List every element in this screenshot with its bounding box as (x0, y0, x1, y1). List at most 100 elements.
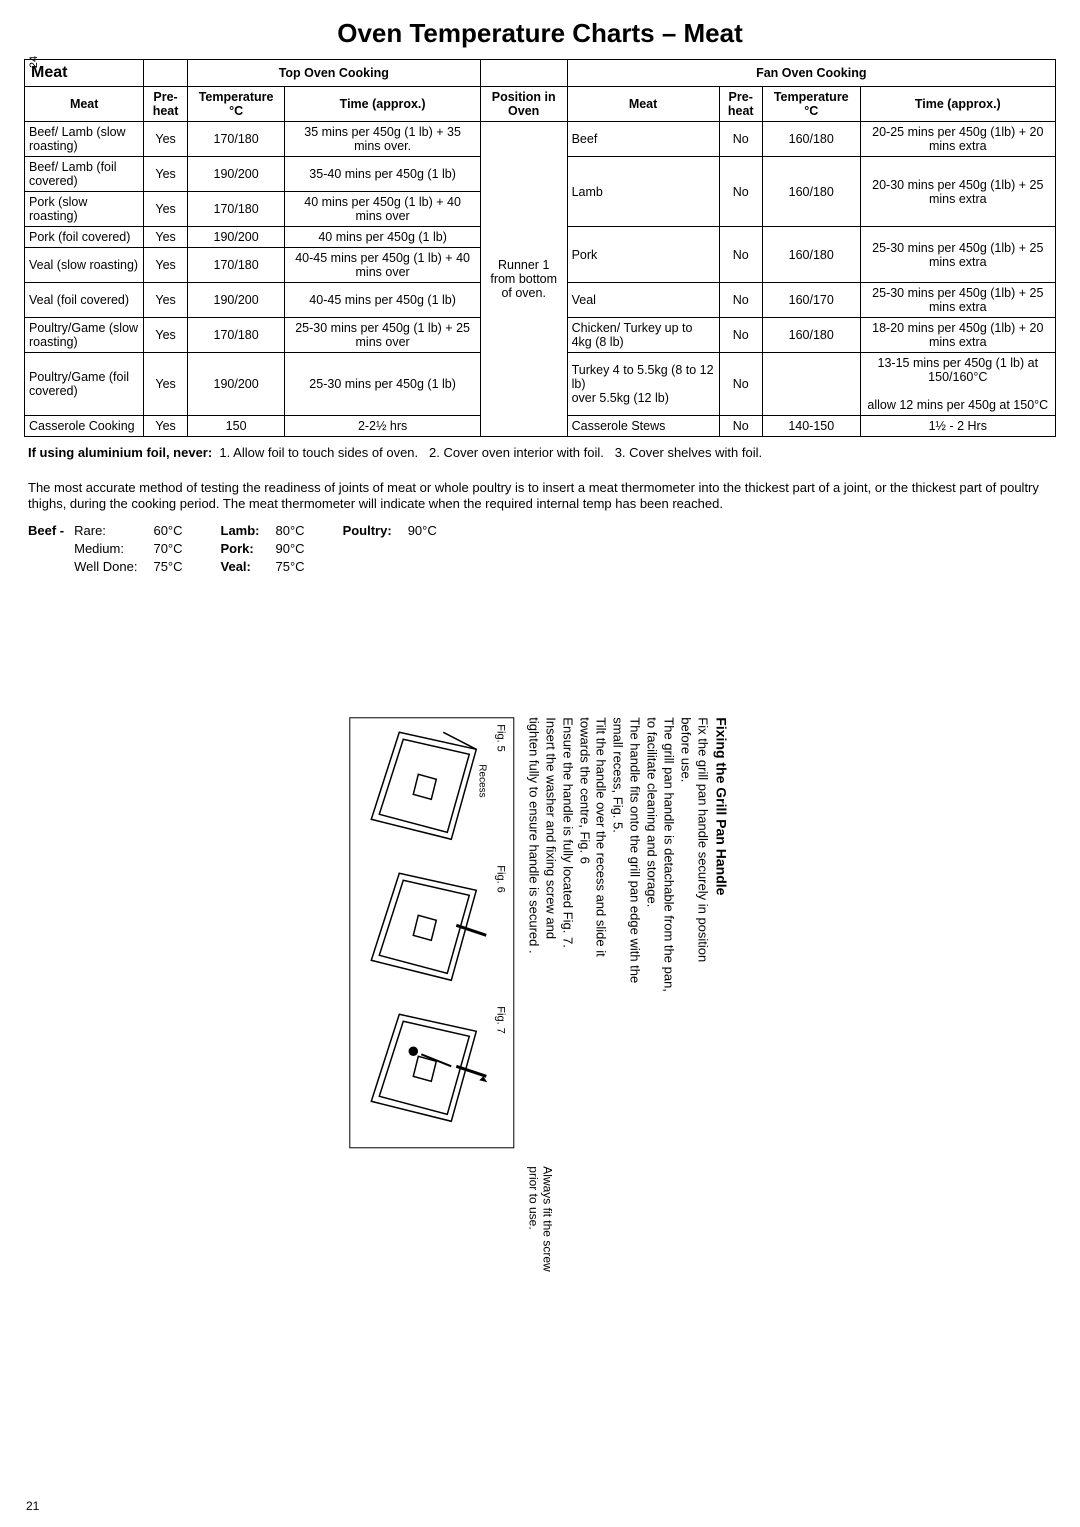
table-cell: 20-25 mins per 450g (1lb) + 20 mins extr… (860, 122, 1055, 157)
table-cell: 190/200 (187, 227, 285, 248)
fig7-label: Fig. 7 (493, 1006, 507, 1141)
thermometer-para: The most accurate method of testing the … (28, 480, 1052, 513)
table-cell: Beef/ Lamb (slow roasting) (25, 122, 144, 157)
table-cell: Yes (144, 353, 187, 416)
top-oven-head: Top Oven Cooking (187, 60, 480, 87)
veal-v: 75°C (270, 559, 305, 577)
table-cell: 170/180 (187, 192, 285, 227)
table-cell: 40-45 mins per 450g (1 lb) (285, 283, 480, 318)
grill-p1: Fix the grill pan handle securely in pos… (676, 717, 710, 997)
table-cell: 25-30 mins per 450g (1lb) + 25 mins extr… (860, 283, 1055, 318)
foil-prefix: If using aluminium foil, never: (28, 445, 212, 460)
table-cell: 40-45 mins per 450g (1 lb) + 40 mins ove… (285, 248, 480, 283)
always-note: Always fit the screw prior to use. (526, 1166, 554, 1297)
foil-2: 2. Cover oven interior with foil. (429, 445, 604, 460)
section-meat: Meat (25, 60, 144, 87)
table-cell: Veal (567, 283, 719, 318)
poultry-l: Poultry: (343, 523, 392, 577)
poultry-v: 90°C (402, 523, 437, 541)
table-cell: 190/200 (187, 353, 285, 416)
col-meat-r: Meat (567, 87, 719, 122)
table-cell: Pork (567, 227, 719, 283)
lamb-v: 80°C (270, 523, 305, 541)
col-pos: Position in Oven (480, 87, 567, 122)
lamb-l: Lamb: (221, 523, 260, 541)
beef-head: Beef - (28, 523, 64, 577)
table-cell: Chicken/ Turkey up to 4kg (8 lb) (567, 318, 719, 353)
table-cell: Beef (567, 122, 719, 157)
table-cell: 25-30 mins per 450g (1lb) + 25 mins extr… (860, 227, 1055, 283)
col-time-r: Time (approx.) (860, 87, 1055, 122)
pork-v: 90°C (270, 541, 305, 559)
col-temp-l: Temperature °C (187, 87, 285, 122)
table-cell: 160/180 (762, 227, 860, 283)
table-cell: Turkey 4 to 5.5kg (8 to 12 lb)over 5.5kg… (567, 353, 719, 416)
table-cell: 35-40 mins per 450g (1 lb) (285, 157, 480, 192)
table-cell: Yes (144, 248, 187, 283)
beef-rare-v: 60°C (147, 523, 182, 541)
beef-well-l: Well Done: (74, 559, 137, 577)
table-cell: 160/180 (762, 157, 860, 227)
table-cell: 170/180 (187, 122, 285, 157)
table-cell: 190/200 (187, 283, 285, 318)
veal-l: Veal: (221, 559, 260, 577)
table-cell: 35 mins per 450g (1 lb) + 35 mins over. (285, 122, 480, 157)
table-cell: 18-20 mins per 450g (1lb) + 20 mins extr… (860, 318, 1055, 353)
col-preheat-r: Pre-heat (719, 87, 762, 122)
col-time-l: Time (approx.) (285, 87, 480, 122)
table-cell: 40 mins per 450g (1 lb) (285, 227, 480, 248)
meat-table: Meat Top Oven Cooking Fan Oven Cooking M… (24, 59, 1056, 437)
blank (144, 60, 187, 87)
grill-heading: Fixing the Grill Pan Handle (712, 717, 730, 997)
position-cell: Runner 1 from bottom of oven. (480, 122, 567, 437)
page-number-bottom: 21 (26, 1499, 39, 1513)
table-cell: 150 (187, 416, 285, 437)
table-cell: No (719, 283, 762, 318)
col-preheat-l: Pre-heat (144, 87, 187, 122)
page-title: Oven Temperature Charts – Meat (24, 18, 1056, 49)
fig7-svg (361, 1006, 491, 1136)
table-cell: No (719, 416, 762, 437)
table-cell: Pork (foil covered) (25, 227, 144, 248)
table-cell: No (719, 353, 762, 416)
table-cell: Poultry/Game (foil covered) (25, 353, 144, 416)
table-cell: 160/180 (762, 318, 860, 353)
table-cell: 13-15 mins per 450g (1 lb) at 150/160°Ca… (860, 353, 1055, 416)
table-cell: Yes (144, 227, 187, 248)
table-cell: Casserole Cooking (25, 416, 144, 437)
page-number-top: 24 (28, 56, 40, 68)
table-cell: Yes (144, 157, 187, 192)
grill-p2: The grill pan handle is detachable from … (643, 717, 677, 997)
grill-section: Fixing the Grill Pan Handle Fix the gril… (350, 717, 731, 1297)
col-meat-l: Meat (25, 87, 144, 122)
fig5-svg: Recess (361, 724, 491, 854)
fig5-label: Fig. 5 (493, 724, 507, 859)
table-cell: Yes (144, 283, 187, 318)
table-cell: 2-2½ hrs (285, 416, 480, 437)
table-cell: 160/170 (762, 283, 860, 318)
table-cell: Veal (foil covered) (25, 283, 144, 318)
pork-l: Pork: (221, 541, 260, 559)
foil-1: 1. Allow foil to touch sides of oven. (219, 445, 418, 460)
table-cell: 20-30 mins per 450g (1lb) + 25 mins extr… (860, 157, 1055, 227)
fig6-label: Fig. 6 (493, 865, 507, 1000)
grill-p6: Insert the washer and fixing screw and t… (524, 717, 558, 957)
table-cell: Poultry/Game (slow roasting) (25, 318, 144, 353)
table-cell: Lamb (567, 157, 719, 227)
table-cell: 1½ - 2 Hrs (860, 416, 1055, 437)
table-cell: 25-30 mins per 450g (1 lb) (285, 353, 480, 416)
grill-p4: Tilt the handle over the recess and slid… (575, 717, 609, 957)
table-cell: No (719, 157, 762, 227)
table-cell: No (719, 227, 762, 283)
foil-3: 3. Cover shelves with foil. (615, 445, 762, 460)
table-cell: No (719, 318, 762, 353)
table-cell: Veal (slow roasting) (25, 248, 144, 283)
table-cell: 170/180 (187, 318, 285, 353)
table-cell: 160/180 (762, 122, 860, 157)
table-cell: Yes (144, 416, 187, 437)
blank2 (480, 60, 567, 87)
foil-note: If using aluminium foil, never: 1. Allow… (24, 437, 1056, 468)
grill-p3: The handle fits onto the grill pan edge … (609, 717, 643, 997)
internal-temps: Beef - Rare: Medium: Well Done: 60°C 70°… (24, 523, 1056, 577)
grill-p5: Ensure the handle is fully located Fig. … (558, 717, 575, 957)
